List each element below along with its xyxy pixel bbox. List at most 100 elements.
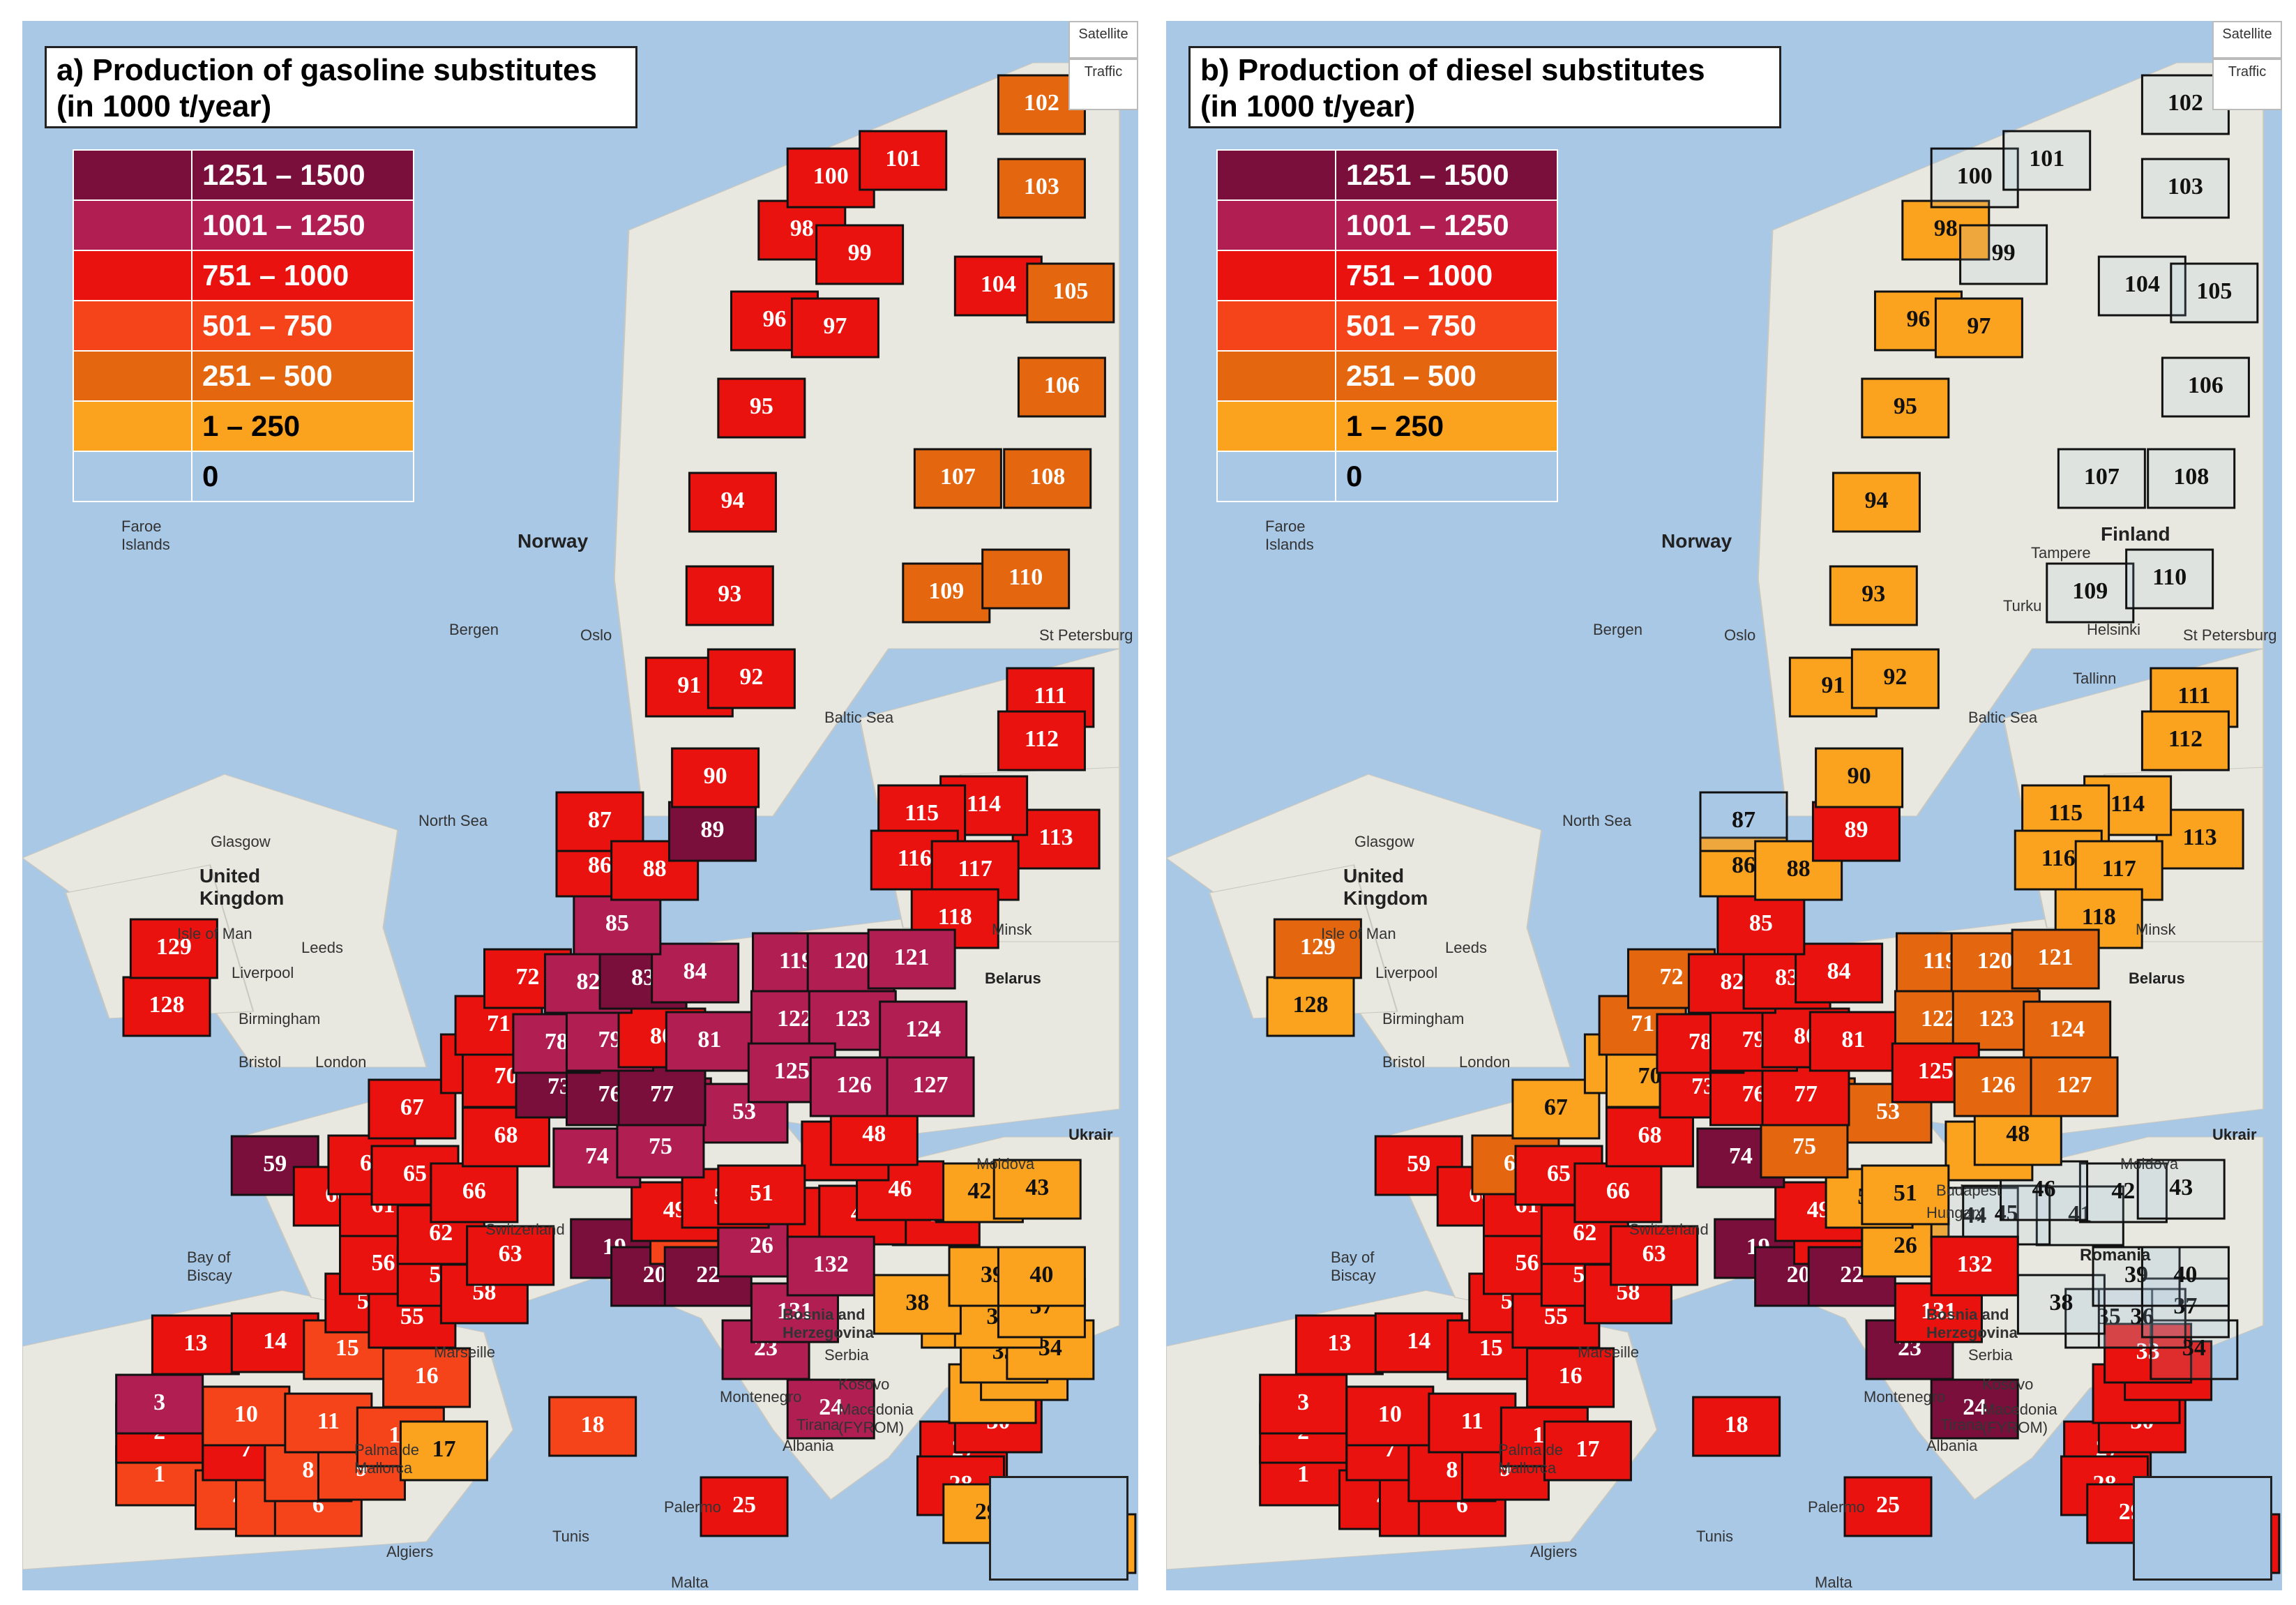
region-cell[interactable] — [981, 548, 1071, 610]
traffic-button[interactable]: Traffic — [2212, 59, 2282, 110]
region-cell[interactable] — [1829, 565, 1918, 626]
region-cell[interactable] — [617, 1065, 707, 1126]
region-cell[interactable] — [1808, 1011, 1898, 1072]
region-map[interactable]: 1234567891011121314151617181920212223242… — [1166, 21, 2282, 1590]
region-cell[interactable] — [1861, 1164, 1950, 1226]
region-cell[interactable] — [573, 894, 662, 956]
region-cell[interactable] — [1716, 894, 1806, 956]
satellite-button[interactable]: Satellite — [2212, 21, 2282, 59]
region-cell[interactable] — [1953, 1056, 2042, 1117]
satellite-button[interactable]: Satellite — [1068, 21, 1138, 59]
region-cell[interactable] — [992, 1159, 1082, 1220]
region-cell[interactable] — [2011, 928, 2100, 990]
region-cell[interactable] — [902, 562, 991, 624]
region-cell[interactable] — [115, 1373, 204, 1435]
region-cell[interactable] — [1526, 1347, 1615, 1408]
region-map[interactable]: 1234567891011121314151617181920212223242… — [22, 21, 1138, 1590]
region-cell[interactable] — [700, 1476, 789, 1537]
region-cell[interactable] — [1017, 356, 1106, 418]
region-cell[interactable] — [1795, 942, 1884, 1004]
region-cell[interactable] — [1831, 472, 1921, 533]
region-cell[interactable] — [382, 1347, 471, 1408]
region-cell[interactable] — [2023, 1000, 2112, 1062]
region-cell[interactable] — [2046, 562, 2135, 624]
region-cell[interactable] — [997, 710, 1086, 771]
region-cell[interactable] — [1815, 747, 1904, 808]
region-cell[interactable] — [2147, 448, 2236, 509]
region-cell[interactable] — [2057, 448, 2146, 509]
region-cell[interactable] — [1760, 1117, 1849, 1179]
region-cell[interactable] — [2140, 158, 2230, 219]
region-cell[interactable] — [2030, 1056, 2119, 1117]
region-cell[interactable] — [368, 1078, 457, 1140]
region-cell[interactable] — [430, 1162, 519, 1223]
region-cell[interactable] — [859, 130, 948, 191]
region-cell[interactable] — [667, 801, 757, 862]
region-cell[interactable] — [717, 377, 806, 439]
region-cell[interactable] — [873, 1274, 962, 1335]
region-cell[interactable] — [997, 1246, 1086, 1307]
region-cell[interactable] — [1610, 1225, 1699, 1286]
region-cell[interactable] — [786, 1378, 875, 1440]
region-cell[interactable] — [2140, 710, 2230, 771]
region-cell[interactable] — [790, 297, 879, 359]
region-cell[interactable] — [913, 448, 1002, 509]
region-cell[interactable] — [2125, 548, 2214, 610]
map-panel-diesel[interactable]: 1234567891011121314151617181920212223242… — [1166, 21, 2282, 1590]
region-cell[interactable] — [1934, 297, 2023, 359]
region-cell[interactable] — [466, 1225, 555, 1286]
region-cell[interactable] — [399, 1420, 488, 1482]
region-cell[interactable] — [2078, 1162, 2168, 1223]
region-cell[interactable] — [1901, 199, 1991, 261]
region-cell[interactable] — [2092, 1246, 2181, 1307]
region-cell[interactable] — [815, 224, 905, 285]
region-cell[interactable] — [2140, 1277, 2230, 1339]
region-cell[interactable] — [1692, 1396, 1781, 1457]
region-cell[interactable] — [1811, 801, 1901, 862]
region-cell[interactable] — [685, 565, 774, 626]
region-cell[interactable] — [151, 1314, 240, 1376]
region-cell[interactable] — [548, 1396, 637, 1457]
region-cell[interactable] — [886, 1056, 975, 1117]
region-cell[interactable] — [1026, 262, 1115, 324]
region-label: 93 — [1861, 581, 1885, 607]
region-cell[interactable] — [1266, 976, 1355, 1037]
region-cell[interactable] — [1843, 1476, 1933, 1537]
region-cell[interactable] — [997, 158, 1086, 219]
region-cell[interactable] — [2136, 1159, 2226, 1220]
region-cell[interactable] — [665, 1011, 754, 1072]
region-cell[interactable] — [1003, 448, 1092, 509]
region-cell[interactable] — [786, 1235, 875, 1297]
region-cell[interactable] — [122, 976, 211, 1037]
region-cell[interactable] — [1959, 224, 2048, 285]
region-cell[interactable] — [1850, 648, 1940, 709]
region-cell[interactable] — [688, 472, 777, 533]
region-cell[interactable] — [2002, 130, 2092, 191]
region-cell[interactable] — [1930, 1235, 2019, 1297]
traffic-button[interactable]: Traffic — [1068, 59, 1138, 110]
region-cell[interactable] — [2104, 1323, 2193, 1384]
region-cell[interactable] — [1861, 377, 1950, 439]
region-cell[interactable] — [2170, 262, 2259, 324]
region-cell[interactable] — [2150, 1319, 2239, 1380]
region-cell[interactable] — [1543, 1420, 1632, 1482]
region-cell[interactable] — [867, 928, 956, 990]
region-cell[interactable] — [651, 942, 740, 1004]
region-cell[interactable] — [616, 1117, 705, 1179]
region-cell[interactable] — [809, 1056, 898, 1117]
map-panel-gasoline[interactable]: 1234567891011121314151617181920212223242… — [22, 21, 1138, 1590]
region-cell[interactable] — [1294, 1314, 1384, 1376]
region-cell[interactable] — [1761, 1065, 1850, 1126]
region-cell[interactable] — [671, 747, 760, 808]
region-cell[interactable] — [1259, 1373, 1348, 1435]
region-cell[interactable] — [707, 648, 796, 709]
region-cell[interactable] — [1345, 1385, 1435, 1447]
region-cell[interactable] — [2161, 356, 2250, 418]
region-cell[interactable] — [1273, 918, 1362, 979]
region-cell[interactable] — [717, 1164, 806, 1226]
region-cell[interactable] — [1930, 1378, 2019, 1440]
region-cell[interactable] — [129, 918, 218, 979]
region-cell[interactable] — [2140, 1246, 2230, 1307]
region-cell[interactable] — [2016, 1274, 2106, 1335]
region-cell[interactable] — [1573, 1162, 1663, 1223]
